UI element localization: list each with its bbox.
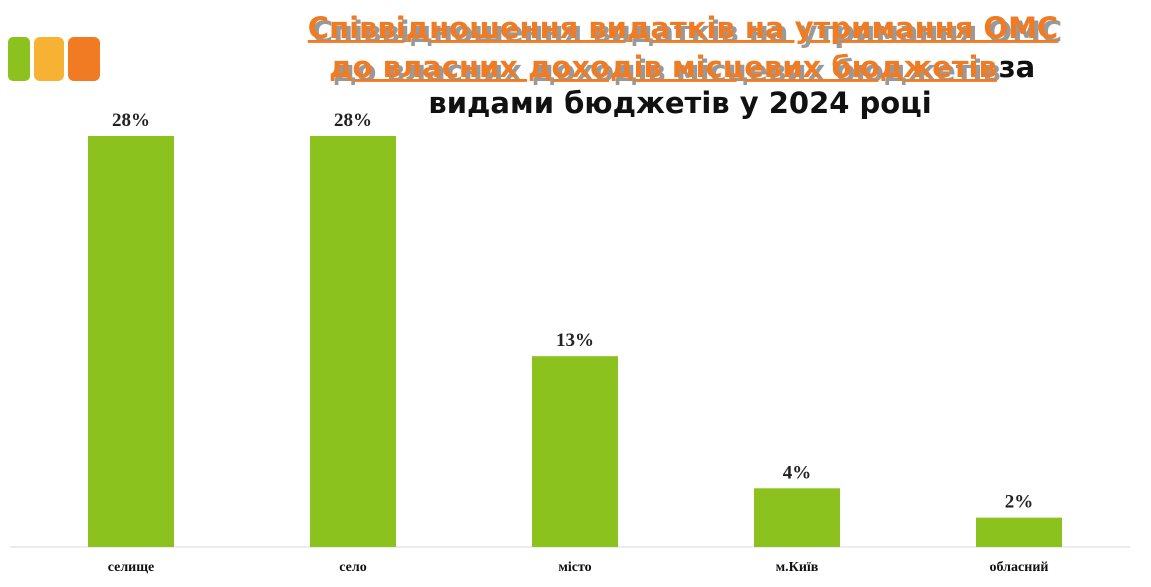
bar [310, 136, 396, 547]
bar [754, 488, 840, 547]
x-tick-label: обласний [990, 560, 1049, 575]
bar [532, 356, 618, 547]
bar [88, 136, 174, 547]
title: Співвідношення видатків на утримання ОМС… [308, 11, 1062, 120]
data-label: 4% [783, 462, 812, 483]
title-line: Співвідношення видатків на утримання ОМС [308, 11, 1058, 45]
bar [976, 517, 1062, 547]
subtitle-part: за [999, 50, 1035, 84]
x-tick-label: м.Київ [776, 560, 819, 575]
x-tick-label: село [339, 560, 366, 575]
logo-block [8, 37, 30, 81]
subtitle-line: видами бюджетів у 2024 році [428, 86, 931, 120]
title-shadow: до власних доходів місцевих бюджетів [333, 54, 1001, 88]
data-label: 28% [334, 110, 372, 131]
title-shadow: Співвідношення видатків на утримання ОМС [312, 15, 1062, 49]
title-line: до власних доходів місцевих бюджетів [329, 50, 997, 84]
x-tick-label: селище [108, 560, 155, 575]
logo-block [34, 37, 64, 81]
logo-block [68, 37, 100, 81]
data-label: 28% [112, 110, 150, 131]
data-label: 13% [556, 330, 594, 351]
x-tick-label: місто [558, 560, 591, 575]
data-label: 2% [1005, 492, 1034, 513]
